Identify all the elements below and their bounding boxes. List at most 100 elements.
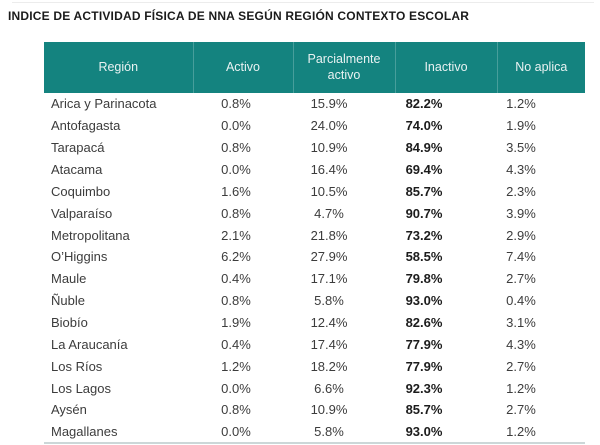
- activo-cell: 0.4%: [221, 336, 251, 352]
- parcialmente-activo-cell: 10.9%: [310, 140, 348, 156]
- inactivo-cell: 82.6%: [405, 315, 443, 331]
- activo-cell: 0.8%: [221, 402, 251, 418]
- no-aplica-cell: 3.1%: [506, 315, 536, 331]
- table-row: Biobío 1.9% 12.4% 82.6% 3.1%: [44, 312, 585, 334]
- activo-cell: 0.8%: [221, 293, 251, 309]
- region-cell: Biobío: [51, 315, 88, 331]
- activo-cell: 0.4%: [221, 271, 251, 287]
- inactivo-cell: 58.5%: [405, 249, 443, 265]
- activo-cell: 1.2%: [221, 358, 251, 374]
- activo-cell: 1.6%: [221, 183, 251, 199]
- region-cell: Atacama: [51, 162, 103, 177]
- no-aplica-cell: 0.4%: [506, 293, 536, 309]
- table-row: Tarapacá 0.8% 10.9% 84.9% 3.5%: [44, 137, 585, 159]
- parcialmente-activo-cell: 24.0%: [310, 118, 348, 134]
- activity-table: Región Activo Parcialmente activo Inacti…: [44, 42, 585, 444]
- no-aplica-cell: 3.9%: [506, 205, 536, 221]
- table-row: Arica y Parinacota 0.8% 15.9% 82.2% 1.2%: [44, 93, 585, 115]
- region-cell: Aysén: [51, 402, 87, 418]
- no-aplica-cell: 2.7%: [506, 358, 536, 374]
- activo-cell: 0.0%: [221, 118, 251, 134]
- parcialmente-activo-cell: 10.9%: [310, 402, 348, 418]
- inactivo-cell: 85.7%: [405, 183, 443, 199]
- region-cell: Magallanes: [51, 423, 118, 439]
- no-aplica-cell: 2.9%: [506, 227, 536, 243]
- activo-cell: 2.1%: [221, 227, 251, 243]
- activo-cell: 0.8%: [221, 140, 251, 156]
- activo-cell: 0.0%: [221, 162, 251, 177]
- region-cell: Ñuble: [51, 293, 85, 309]
- activo-cell: 1.9%: [221, 315, 251, 331]
- activo-cell: 0.8%: [221, 96, 251, 112]
- table-row: Los Lagos 0.0% 6.6% 92.3% 1.2%: [44, 377, 585, 399]
- parcialmente-activo-cell: 17.1%: [310, 271, 348, 287]
- inactivo-cell: 77.9%: [405, 358, 443, 374]
- parcialmente-activo-cell: 12.4%: [310, 315, 348, 331]
- no-aplica-cell: 7.4%: [506, 249, 536, 265]
- activo-cell: 6.2%: [221, 249, 251, 265]
- inactivo-cell: 79.8%: [405, 271, 443, 287]
- parcialmente-activo-cell: 15.9%: [310, 96, 348, 112]
- parcialmente-activo-cell: 4.7%: [314, 205, 344, 221]
- table-header: Región Activo Parcialmente activo Inacti…: [44, 42, 585, 93]
- table-row: Aysén 0.8% 10.9% 85.7% 2.7%: [44, 399, 585, 421]
- inactivo-cell: 85.7%: [405, 402, 443, 418]
- table-row: Los Ríos 1.2% 18.2% 77.9% 2.7%: [44, 355, 585, 377]
- page-title: INDICE DE ACTIVIDAD FÍSICA DE NNA SEGÚN …: [8, 9, 470, 23]
- no-aplica-cell: 4.3%: [506, 336, 536, 352]
- table-row: O’Higgins 6.2% 27.9% 58.5% 7.4%: [44, 246, 585, 268]
- parcialmente-activo-cell: 27.9%: [310, 249, 348, 265]
- activo-cell: 0.0%: [221, 380, 251, 396]
- region-cell: Valparaíso: [51, 205, 113, 221]
- parcialmente-activo-cell: 16.4%: [310, 162, 348, 177]
- parcialmente-activo-cell: 18.2%: [310, 358, 348, 374]
- inactivo-cell: 93.0%: [405, 293, 443, 309]
- table-row: Ñuble 0.8% 5.8% 93.0% 0.4%: [44, 290, 585, 312]
- col-header-inactivo: Inactivo: [394, 42, 497, 93]
- table-row: Maule 0.4% 17.1% 79.8% 2.7%: [44, 268, 585, 290]
- table-row: Coquimbo 1.6% 10.5% 85.7% 2.3%: [44, 180, 585, 202]
- activo-cell: 0.8%: [221, 205, 251, 221]
- col-header-activo: Activo: [192, 42, 293, 93]
- no-aplica-cell: 1.9%: [506, 118, 536, 134]
- region-cell: Maule: [51, 271, 87, 287]
- region-cell: Los Ríos: [51, 358, 103, 374]
- inactivo-cell: 90.7%: [405, 205, 443, 221]
- no-aplica-cell: 1.2%: [506, 423, 536, 439]
- inactivo-cell: 92.3%: [405, 380, 443, 396]
- no-aplica-cell: 1.2%: [506, 96, 536, 112]
- inactivo-cell: 73.2%: [405, 227, 443, 243]
- parcialmente-activo-cell: 17.4%: [310, 336, 348, 352]
- no-aplica-cell: 2.7%: [506, 402, 536, 418]
- no-aplica-cell: 4.3%: [506, 162, 536, 177]
- table-row: Magallanes 0.0% 5.8% 93.0% 1.2%: [44, 421, 585, 443]
- inactivo-cell: 69.4%: [405, 162, 443, 177]
- region-cell: Los Lagos: [51, 380, 111, 396]
- region-cell: Tarapacá: [51, 140, 105, 156]
- inactivo-cell: 93.0%: [405, 423, 443, 439]
- col-header-parcialmente-activo: Parcialmente activo: [292, 42, 395, 93]
- header-row: Región Activo Parcialmente activo Inacti…: [44, 42, 585, 93]
- no-aplica-cell: 2.3%: [506, 183, 536, 199]
- table-body: Arica y Parinacota 0.8% 15.9% 82.2% 1.2% Anto…: [44, 93, 585, 443]
- table-row: Valparaíso 0.8% 4.7% 90.7% 3.9%: [44, 202, 585, 224]
- inactivo-cell: 82.2%: [405, 96, 443, 112]
- region-cell: Coquimbo: [51, 183, 111, 199]
- top-divider: [12, 2, 594, 3]
- no-aplica-cell: 2.7%: [506, 271, 536, 287]
- region-cell: Antofagasta: [51, 118, 121, 134]
- inactivo-cell: 77.9%: [405, 336, 443, 352]
- table-row: La Araucanía 0.4% 17.4% 77.9% 4.3%: [44, 333, 585, 355]
- region-cell: La Araucanía: [51, 336, 128, 352]
- no-aplica-cell: 3.5%: [506, 140, 536, 156]
- region-cell: Metropolitana: [51, 227, 130, 243]
- region-cell: O’Higgins: [51, 249, 108, 265]
- parcialmente-activo-cell: 21.8%: [310, 227, 348, 243]
- parcialmente-activo-cell: 5.8%: [314, 293, 344, 309]
- parcialmente-activo-cell: 6.6%: [314, 380, 344, 396]
- col-header-no-aplica: No aplica: [496, 42, 585, 93]
- parcialmente-activo-cell: 10.5%: [310, 183, 348, 199]
- inactivo-cell: 74.0%: [405, 118, 443, 134]
- table-row: Metropolitana 2.1% 21.8% 73.2% 2.9%: [44, 224, 585, 246]
